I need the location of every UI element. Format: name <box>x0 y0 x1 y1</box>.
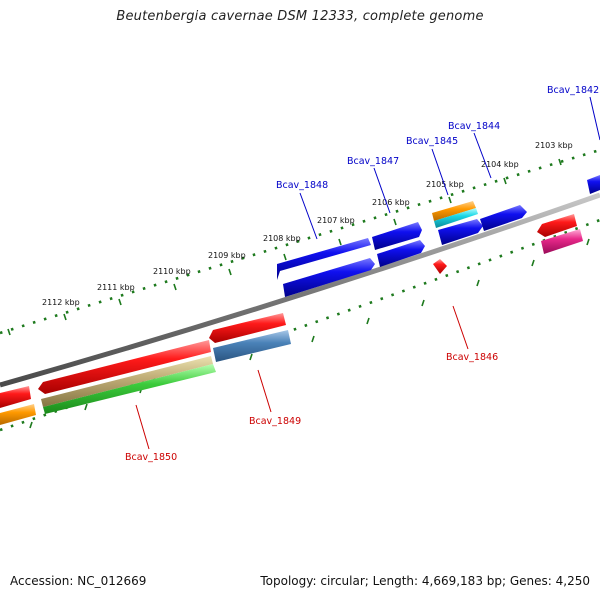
gene-arrow-green <box>43 364 216 414</box>
kbp-label: 2109 kbp <box>208 251 246 260</box>
gene-arrow-red <box>0 386 31 408</box>
gene-label: Bcav_1846 <box>446 352 498 363</box>
accession-text: Accession: NC_012669 <box>10 574 147 588</box>
gene-label: Bcav_1842 <box>547 85 599 96</box>
label-leaders <box>135 96 600 450</box>
reverse-genes <box>0 214 583 425</box>
gene-arrow-blue <box>377 240 425 267</box>
kbp-label: 2103 kbp <box>535 141 573 150</box>
gene-arrow-red <box>537 214 577 237</box>
gene-arrow-blue <box>372 222 422 250</box>
gene-arrow-steel <box>213 330 291 362</box>
gene-arrow-blue <box>283 258 375 297</box>
gene-arrow-red <box>38 340 211 394</box>
gene-label: Bcav_1845 <box>406 136 458 147</box>
gene-arrow-blue <box>438 219 483 245</box>
inner-major-ticks <box>29 238 590 429</box>
gene-arrow-orange <box>0 404 36 425</box>
gene-arrow-blue <box>587 175 600 194</box>
gene-label: Bcav_1849 <box>249 416 301 427</box>
kbp-label: 2104 kbp <box>481 160 519 169</box>
gene-arrow-orange <box>432 201 476 221</box>
kbp-label: 2112 kbp <box>42 298 80 307</box>
gene-arrow-blue <box>480 205 527 231</box>
gene-label: Bcav_1844 <box>448 121 500 132</box>
forward-genes <box>277 175 600 297</box>
gene-label: Bcav_1850 <box>125 452 177 463</box>
gene-arrow-red <box>433 259 447 274</box>
gene-label: Bcav_1847 <box>347 156 399 167</box>
kbp-label: 2110 kbp <box>153 267 191 276</box>
gene-arrow-blue <box>277 238 371 280</box>
gene-arrow-red <box>209 313 286 343</box>
kbp-label: 2111 kbp <box>97 283 135 292</box>
kbp-label: 2106 kbp <box>372 198 410 207</box>
genome-backbone <box>0 192 600 388</box>
map-title: Beutenbergia cavernae DSM 12333, complet… <box>116 9 484 24</box>
gene-arrow-cyan <box>434 208 478 228</box>
topology-text: Topology: circular; Length: 4,669,183 bp… <box>260 574 590 588</box>
gene-label: Bcav_1848 <box>276 180 328 191</box>
gene-arrow-pink <box>541 229 583 254</box>
kbp-label: 2107 kbp <box>317 216 355 225</box>
kbp-label: 2108 kbp <box>263 234 301 243</box>
outer-major-ticks <box>7 158 562 336</box>
gene-arrow-tan <box>41 356 213 407</box>
